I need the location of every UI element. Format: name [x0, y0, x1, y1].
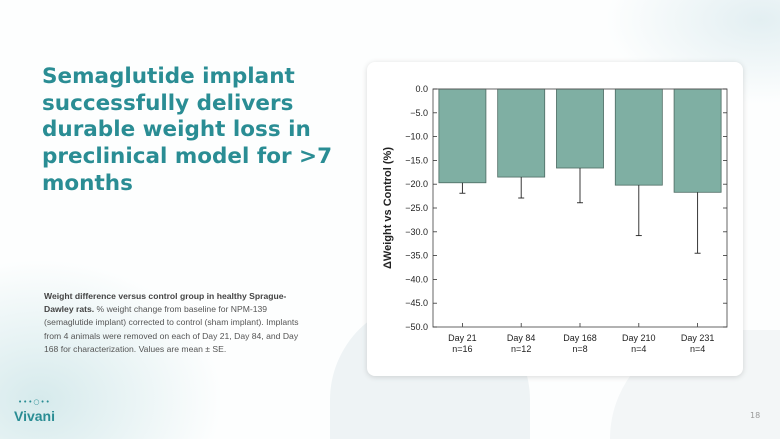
x-tick-label: Day 21	[448, 333, 477, 343]
x-tick-label: Day 231	[681, 333, 715, 343]
x-tick-sublabel: n=12	[511, 344, 531, 354]
bar	[556, 88, 604, 169]
x-tick-sublabel: n=4	[690, 344, 705, 354]
y-tick-label: 0.0	[415, 84, 428, 94]
x-tick-sublabel: n=16	[452, 344, 472, 354]
y-tick-label: −15.0	[405, 155, 428, 165]
bar	[438, 88, 487, 184]
logo-mark-icon: •••○••	[18, 398, 51, 406]
y-tick-label: −30.0	[405, 227, 428, 237]
caption-text: % weight change from baseline for NPM-13…	[44, 304, 299, 354]
x-tick-sublabel: n=8	[572, 344, 587, 354]
chart-card: Day 21 n=16 Day 84 n=12 Day 168 n=8 Day 210 n=4…	[367, 62, 743, 376]
slide-title: Semaglutide implant successfully deliver…	[42, 64, 333, 196]
x-tick-label: Day 84	[507, 333, 536, 343]
y-tick-label: −10.0	[405, 132, 428, 142]
x-tick-label: Day 210	[622, 333, 656, 343]
bar	[497, 88, 546, 178]
y-tick-label: −20.0	[405, 179, 428, 189]
bar	[614, 88, 663, 186]
x-tick-label: Day 168	[563, 333, 597, 343]
caption-bold: Weight difference versus control group i…	[44, 291, 287, 315]
vivani-logo: Vivani	[14, 408, 55, 424]
y-tick-label: −25.0	[405, 203, 428, 213]
y-axis-label: ΔWeight vs Control (%)	[382, 147, 394, 269]
y-tick-label: −5.0	[410, 108, 428, 118]
y-tick-label: −45.0	[405, 298, 428, 308]
y-tick-label: −50.0	[405, 322, 428, 332]
x-tick-sublabel: n=4	[631, 344, 646, 354]
chart-caption: Weight difference versus control group i…	[44, 290, 314, 356]
bar	[673, 88, 722, 193]
y-tick-label: −40.0	[405, 274, 428, 284]
page-number: 18	[750, 411, 761, 420]
y-tick-label: −35.0	[405, 251, 428, 261]
